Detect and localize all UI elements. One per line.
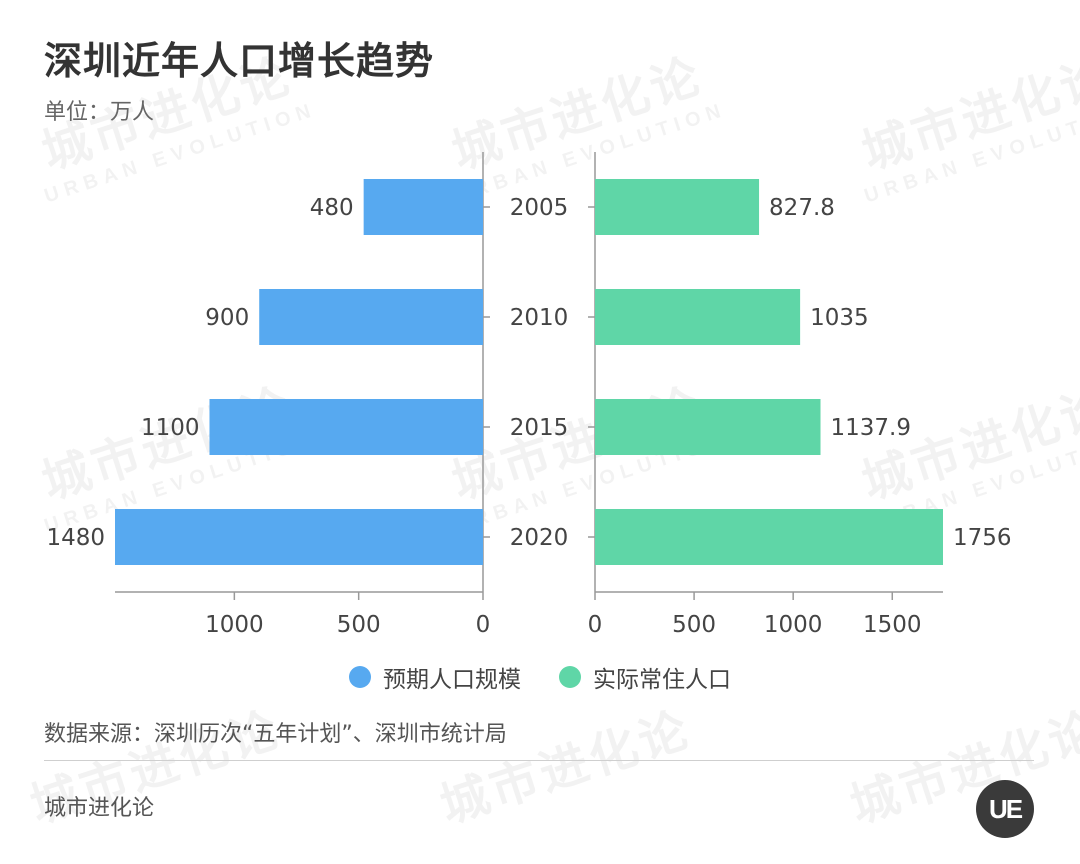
butterfly-bar-chart: 480 827.8 2005 900 1035 2010 1100 1137.9 2015 148…: [46, 152, 1012, 638]
legend-dot-actual: [559, 666, 581, 688]
data-source: 数据来源：深圳历次“五年计划”、深圳市统计局: [44, 722, 507, 747]
brand-logo-text: UE: [988, 793, 1023, 824]
right-x-tick-label: 1000: [764, 612, 823, 638]
bar-actual-2005: [595, 179, 760, 235]
category-label-2020: 2020: [510, 525, 569, 551]
legend-label-expected: 预期人口规模: [383, 667, 521, 693]
bar-actual-2015: [595, 399, 821, 455]
right-x-tick-label: 500: [672, 612, 716, 638]
divider: [44, 760, 1034, 761]
bar-expected-2005: [363, 179, 483, 235]
right-x-tick-label: 0: [588, 612, 603, 638]
value-label-actual-2020: 1756: [953, 525, 1012, 551]
watermark-cn: 城市进化论: [433, 701, 699, 835]
legend-label-actual: 实际常住人口: [593, 667, 731, 693]
footer-brand: 城市进化论: [44, 796, 155, 821]
category-label-2010: 2010: [510, 305, 569, 331]
legend-dot-expected: [349, 666, 371, 688]
bar-actual-2020: [595, 509, 943, 565]
value-label-expected-2015: 1100: [141, 415, 200, 441]
value-label-expected-2020: 1480: [46, 525, 105, 551]
left-x-tick-label: 1000: [205, 612, 264, 638]
category-label-2015: 2015: [510, 415, 569, 441]
watermark-cn: 城市进化论: [843, 701, 1080, 835]
right-x-tick-label: 1500: [863, 612, 922, 638]
value-label-expected-2010: 900: [205, 305, 249, 331]
bar-expected-2010: [259, 289, 483, 345]
value-label-actual-2005: 827.8: [769, 195, 835, 221]
legend-item-expected: 预期人口规模: [349, 660, 521, 694]
value-label-actual-2010: 1035: [810, 305, 869, 331]
bar-actual-2010: [595, 289, 801, 345]
left-x-tick-label: 0: [476, 612, 491, 638]
watermark: 城市进化论: [430, 690, 699, 837]
brand-logo: UE: [976, 780, 1034, 838]
value-label-expected-2005: 480: [310, 195, 354, 221]
chart-title: 深圳近年人口增长趋势: [44, 39, 435, 83]
chart-unit: 单位：万人: [44, 100, 155, 125]
category-label-2005: 2005: [510, 195, 569, 221]
legend: 预期人口规模 实际常住人口: [0, 660, 1080, 694]
legend-item-actual: 实际常住人口: [559, 660, 731, 694]
value-label-actual-2015: 1137.9: [831, 415, 911, 441]
bar-expected-2015: [209, 399, 483, 455]
left-x-tick-label: 500: [337, 612, 381, 638]
bar-expected-2020: [115, 509, 483, 565]
watermark: 城市进化论: [840, 690, 1080, 837]
